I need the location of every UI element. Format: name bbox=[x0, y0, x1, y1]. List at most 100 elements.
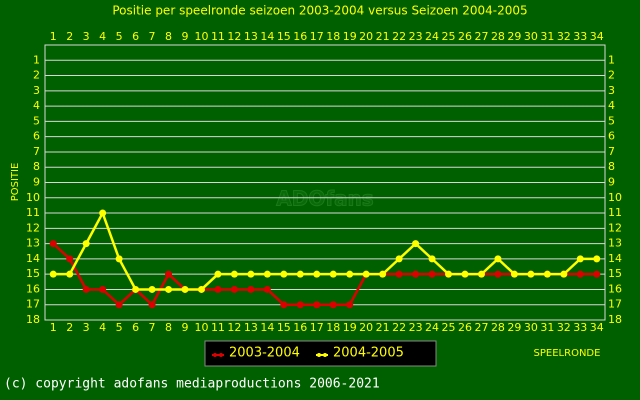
data-point bbox=[445, 270, 453, 278]
y-tick-label: 6 bbox=[33, 130, 40, 143]
x-tick-label: 2 bbox=[66, 321, 73, 334]
x-tick-label: 13 bbox=[244, 321, 258, 334]
data-point bbox=[49, 240, 57, 248]
y-tick-label: 1 bbox=[33, 53, 40, 66]
x-tick-label-top: 26 bbox=[458, 30, 472, 43]
y-tick-label-right: 2 bbox=[608, 69, 615, 82]
x-tick-label-top: 30 bbox=[524, 30, 538, 43]
data-point bbox=[527, 270, 535, 278]
data-point bbox=[197, 285, 205, 293]
y-axis-label: POSITIE bbox=[10, 163, 21, 202]
watermark: ADOfans bbox=[276, 187, 373, 211]
x-tick-label-top: 12 bbox=[227, 30, 241, 43]
y-tick-label: 11 bbox=[26, 206, 40, 219]
x-tick-label-top: 28 bbox=[491, 30, 505, 43]
x-tick-label: 20 bbox=[359, 321, 373, 334]
x-tick-label-top: 11 bbox=[211, 30, 225, 43]
y-tick-label: 4 bbox=[33, 99, 40, 112]
data-point bbox=[412, 270, 420, 278]
x-tick-label-top: 32 bbox=[557, 30, 571, 43]
x-tick-label: 27 bbox=[474, 321, 488, 334]
x-tick-label-top: 17 bbox=[310, 30, 324, 43]
data-point bbox=[593, 270, 601, 278]
data-point bbox=[263, 270, 271, 278]
x-tick-label-top: 22 bbox=[392, 30, 406, 43]
x-tick-label-top: 15 bbox=[277, 30, 291, 43]
y-tick-label-right: 18 bbox=[608, 313, 622, 326]
x-tick-label-top: 8 bbox=[165, 30, 172, 43]
data-point bbox=[99, 209, 107, 217]
data-point bbox=[395, 270, 403, 278]
x-tick-label-top: 27 bbox=[474, 30, 488, 43]
data-point bbox=[148, 285, 156, 293]
x-tick-label-top: 19 bbox=[343, 30, 357, 43]
y-tick-label: 7 bbox=[33, 145, 40, 158]
data-point bbox=[428, 255, 436, 263]
x-tick-label: 9 bbox=[182, 321, 189, 334]
data-point bbox=[362, 270, 370, 278]
x-tick-label: 12 bbox=[227, 321, 241, 334]
x-tick-label: 16 bbox=[293, 321, 307, 334]
y-tick-label: 18 bbox=[26, 313, 40, 326]
x-tick-label: 24 bbox=[425, 321, 439, 334]
x-tick-label: 1 bbox=[50, 321, 57, 334]
data-point bbox=[412, 240, 420, 248]
legend-label: 2004-2005 bbox=[333, 346, 404, 361]
data-point bbox=[510, 270, 518, 278]
data-point bbox=[82, 285, 90, 293]
y-tick-label-right: 10 bbox=[608, 191, 622, 204]
legend-dot bbox=[323, 353, 327, 357]
x-tick-label: 18 bbox=[326, 321, 340, 334]
x-tick-label-top: 5 bbox=[116, 30, 123, 43]
legend bbox=[204, 340, 437, 367]
y-tick-label-right: 3 bbox=[608, 84, 615, 97]
x-tick-label: 14 bbox=[260, 321, 274, 334]
y-tick-label: 8 bbox=[33, 160, 40, 173]
footer: (c) copyright adofans mediaproductions 2… bbox=[4, 377, 380, 392]
data-point bbox=[247, 285, 255, 293]
x-tick-label-top: 10 bbox=[194, 30, 208, 43]
x-tick-label: 22 bbox=[392, 321, 406, 334]
data-point bbox=[346, 301, 354, 309]
y-tick-label: 2 bbox=[33, 69, 40, 82]
x-tick-label: 23 bbox=[409, 321, 423, 334]
data-point bbox=[148, 301, 156, 309]
data-point bbox=[560, 270, 568, 278]
y-tick-label-right: 9 bbox=[608, 176, 615, 189]
y-tick-label: 14 bbox=[26, 252, 40, 265]
data-point bbox=[477, 270, 485, 278]
x-tick-label-top: 24 bbox=[425, 30, 439, 43]
y-tick-label-right: 13 bbox=[608, 237, 622, 250]
x-tick-label: 26 bbox=[458, 321, 472, 334]
y-tick-label: 15 bbox=[26, 267, 40, 280]
x-tick-label-top: 13 bbox=[244, 30, 258, 43]
x-tick-label-top: 21 bbox=[376, 30, 390, 43]
x-tick-label-top: 25 bbox=[442, 30, 456, 43]
data-point bbox=[49, 270, 57, 278]
y-tick-label-right: 8 bbox=[608, 160, 615, 173]
x-tick-label: 34 bbox=[590, 321, 604, 334]
legend-dot bbox=[219, 353, 223, 357]
x-tick-label: 31 bbox=[540, 321, 554, 334]
data-point bbox=[280, 301, 288, 309]
data-point bbox=[543, 270, 551, 278]
y-tick-label-right: 16 bbox=[608, 282, 622, 295]
y-tick-label-right: 4 bbox=[608, 99, 615, 112]
data-point bbox=[230, 285, 238, 293]
x-tick-label: 10 bbox=[194, 321, 208, 334]
data-point bbox=[66, 255, 74, 263]
data-point bbox=[379, 270, 387, 278]
y-tick-label-right: 15 bbox=[608, 267, 622, 280]
data-point bbox=[428, 270, 436, 278]
x-axis-label: SPEELRONDE bbox=[534, 348, 601, 359]
y-tick-label-right: 12 bbox=[608, 221, 622, 234]
data-point bbox=[99, 285, 107, 293]
x-tick-label: 3 bbox=[83, 321, 90, 334]
x-tick-label: 29 bbox=[507, 321, 521, 334]
x-tick-label-top: 33 bbox=[573, 30, 587, 43]
y-tick-label-right: 17 bbox=[608, 298, 622, 311]
data-point bbox=[280, 270, 288, 278]
data-point bbox=[576, 270, 584, 278]
legend-dot bbox=[317, 353, 321, 357]
